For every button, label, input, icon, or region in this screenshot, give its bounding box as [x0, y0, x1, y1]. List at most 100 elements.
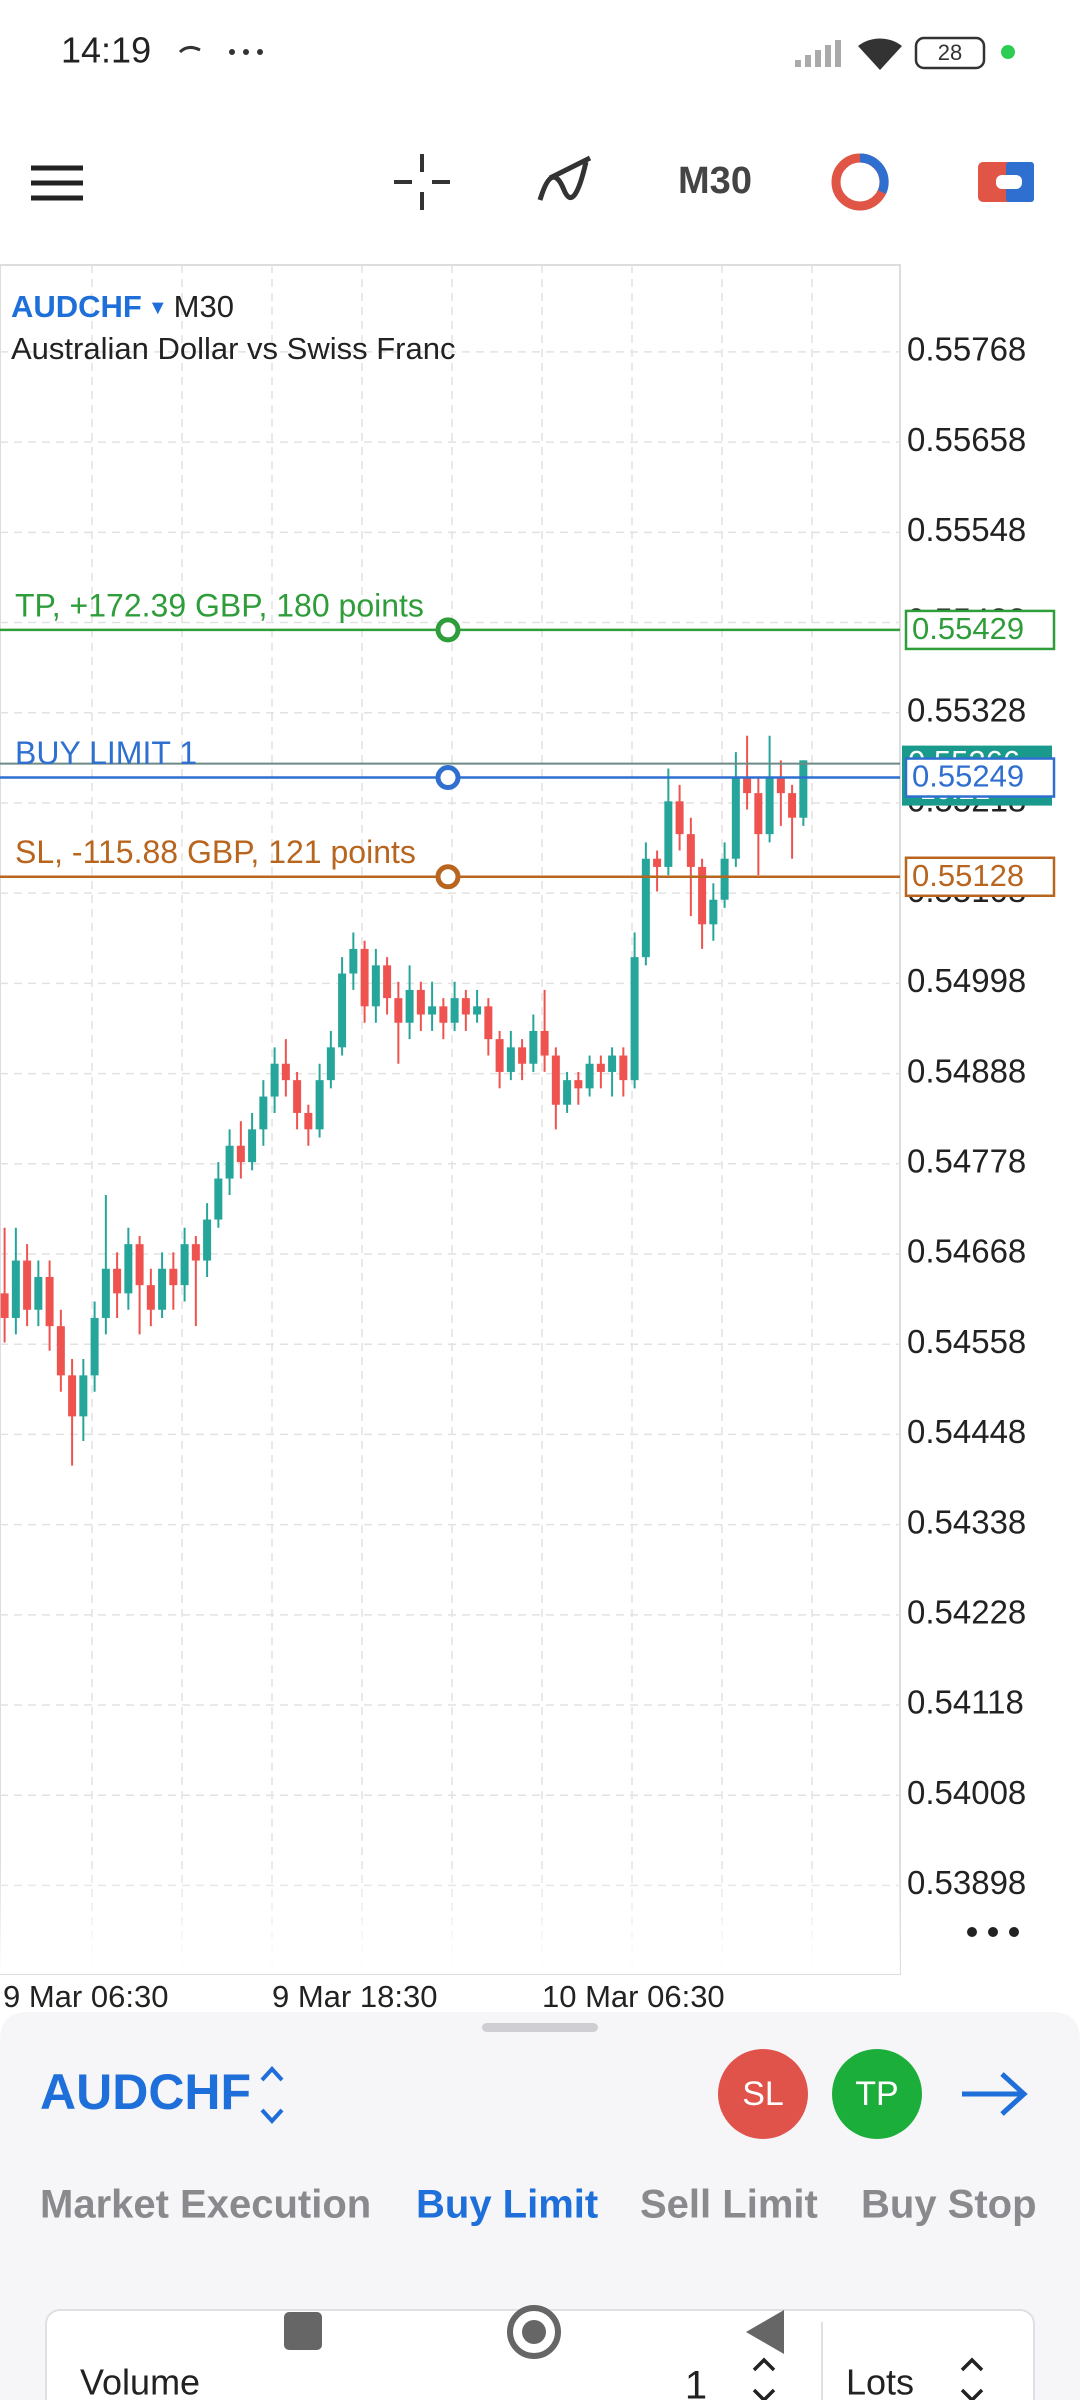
candle-body: [608, 1055, 617, 1072]
sl-button[interactable]: [718, 2049, 808, 2139]
order-type-tab[interactable]: Buy Limit: [416, 2183, 598, 2227]
candle-body: [225, 1145, 234, 1179]
status-dots: [229, 49, 263, 55]
battery-icon: [914, 36, 986, 70]
candle-body: [135, 1244, 144, 1286]
candle-body: [45, 1276, 54, 1327]
candle-body: [158, 1268, 167, 1310]
level-handle[interactable]: [435, 864, 461, 890]
chart-symbol[interactable]: AUDCHF: [11, 289, 142, 324]
candle-body: [720, 858, 729, 900]
nav-home-dot: [522, 2320, 546, 2344]
candle-body: [203, 1219, 212, 1261]
x-tick-label: 9 Mar 18:30: [272, 1979, 437, 2014]
order-type-tab[interactable]: Sell Limit: [640, 2183, 818, 2227]
candle-body: [641, 858, 650, 958]
candle-body: [461, 998, 470, 1015]
y-tick-label: 0.54778: [907, 1143, 1026, 1180]
candle-body: [338, 973, 347, 1048]
level-tag: [904, 609, 1056, 651]
candle-body: [68, 1375, 77, 1417]
y-tick-label: 0.54668: [907, 1233, 1026, 1270]
tp-button[interactable]: [832, 2049, 922, 2139]
candle-body: [236, 1145, 245, 1163]
battery-level: 28: [938, 40, 962, 65]
candle-body: [405, 989, 414, 1023]
candle-body: [540, 1030, 549, 1056]
chart-description: Australian Dollar vs Swiss Franc: [11, 331, 455, 366]
candle-body: [675, 801, 684, 835]
candle-body: [113, 1268, 122, 1294]
candle-body: [248, 1129, 257, 1163]
status-time: 14:19: [61, 30, 151, 71]
y-tick-label: 0.54008: [907, 1774, 1026, 1811]
candle-body: [551, 1055, 560, 1105]
candle-body: [360, 948, 369, 1007]
candle-body: [619, 1055, 628, 1081]
signal-icon: [795, 40, 841, 67]
crosshair-button[interactable]: [394, 154, 450, 210]
candle-body: [56, 1326, 65, 1376]
candle-body: [293, 1080, 302, 1113]
candle-body: [326, 1047, 335, 1081]
order-type-tab[interactable]: Market Execution: [40, 2183, 371, 2227]
order-type-tab[interactable]: Buy Stop: [861, 2183, 1037, 2227]
candle-body: [281, 1063, 290, 1081]
level-tag: [904, 757, 1056, 798]
indicator-button[interactable]: [537, 155, 592, 201]
candle-body: [518, 1047, 527, 1064]
level-handle[interactable]: [435, 617, 461, 643]
panel-handle[interactable]: [482, 2023, 598, 2032]
nav-recents[interactable]: [284, 2312, 322, 2350]
candle-body: [439, 1006, 448, 1023]
level-label: TP, +172.39 GBP, 180 points: [15, 587, 424, 623]
candle-body: [788, 793, 797, 818]
chart-fade: [0, 1860, 900, 1974]
y-tick-label: 0.54998: [907, 962, 1026, 999]
candle-body: [191, 1244, 200, 1261]
level-tag: [904, 856, 1056, 898]
candle-body: [563, 1080, 572, 1105]
candle-body: [304, 1112, 313, 1130]
level-handle[interactable]: [435, 765, 461, 791]
more-button[interactable]: [967, 1927, 1019, 1937]
candle-body: [596, 1063, 605, 1072]
level-label: SL, -115.88 GBP, 121 points: [15, 834, 416, 870]
chart-timeframe: M30: [174, 289, 234, 324]
y-tick-label: 0.55328: [907, 691, 1026, 728]
y-tick-label: 0.55658: [907, 421, 1026, 458]
candle-body: [686, 834, 695, 867]
order-symbol[interactable]: AUDCHF: [40, 2064, 251, 2120]
volume-stepper[interactable]: [752, 2357, 776, 2400]
candle-body: [428, 1006, 437, 1015]
y-tick-label: 0.55768: [907, 331, 1026, 368]
clock-accent: [859, 153, 889, 194]
candle-body: [146, 1285, 155, 1310]
next-button[interactable]: [962, 2072, 1028, 2116]
tp-label: TP: [855, 2075, 898, 2113]
volume-label: Volume: [80, 2362, 200, 2400]
candle-body: [473, 1006, 482, 1015]
candle-body: [731, 776, 740, 859]
candle-body: [743, 776, 752, 794]
x-tick-label: 9 Mar 06:30: [3, 1979, 168, 2014]
menu-button[interactable]: [31, 165, 83, 201]
x-tick-label: 10 Mar 06:30: [542, 1979, 725, 2014]
volume-value[interactable]: 1: [685, 2364, 707, 2400]
candle-body: [709, 899, 718, 925]
timeframe-button[interactable]: M30: [678, 160, 752, 202]
candle-body: [495, 1039, 504, 1072]
unit-selector[interactable]: [960, 2357, 984, 2400]
nav-home[interactable]: [507, 2305, 561, 2359]
y-tick-label: 0.53898: [907, 1864, 1026, 1901]
trade-button-icon: [996, 175, 1022, 189]
wifi-icon: [858, 38, 902, 70]
symbol-chevrons[interactable]: [260, 2066, 284, 2124]
candle-body: [585, 1063, 594, 1089]
status-icon: [178, 45, 201, 54]
candle-body: [23, 1260, 32, 1310]
y-tick-label: 0.55548: [907, 511, 1026, 548]
candle-body: [0, 1293, 9, 1318]
candle-body: [383, 965, 392, 999]
nav-back[interactable]: [746, 2310, 784, 2354]
